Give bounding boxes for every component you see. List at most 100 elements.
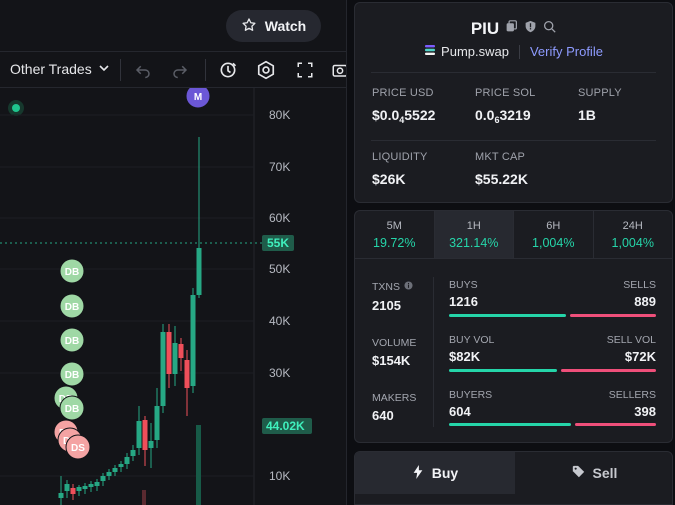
watch-button[interactable]: Watch [226, 10, 321, 42]
star-icon [241, 17, 257, 36]
buy-volume-ratio-bar [449, 369, 557, 372]
live-status-icon [8, 100, 24, 116]
tag-icon [572, 465, 585, 481]
chart-panel: Watch Other Trades [0, 0, 347, 505]
tab-1h[interactable]: 1H 321.14% [434, 211, 514, 258]
timeframe-tabs: 5M 19.72% 1H 321.14% 6H 1,004% 24H 1,004… [355, 211, 672, 259]
sells-ratio-bar [570, 314, 656, 317]
dev-buy-marker [59, 258, 85, 284]
candle-body [166, 332, 172, 374]
buy-volume-label: BUY VOL [449, 334, 495, 346]
redo-icon[interactable] [170, 60, 190, 80]
tab-24h[interactable]: 24H 1,004% [611, 220, 654, 250]
verify-profile-link[interactable]: Verify Profile [529, 44, 603, 59]
candle-body [100, 476, 106, 481]
market-cap-label: MKT CAP [475, 151, 526, 163]
trades-filter-select[interactable]: Other Trades [10, 61, 110, 77]
candle-body [130, 450, 136, 456]
sellers-label: SELLERS [608, 389, 656, 401]
info-divider [371, 140, 656, 141]
token-title-row: PIU [355, 19, 672, 39]
buy-tab[interactable]: Buy [355, 452, 515, 494]
volume-value: $154K [372, 353, 411, 368]
dev-buy-marker-label: DB [65, 267, 79, 278]
price-tick-label: 80K [269, 108, 290, 122]
dev-sell-marker-label: DS [71, 443, 85, 454]
candle-body [190, 295, 196, 386]
dev-buy-marker-label: DB [65, 404, 79, 415]
platform-name: Pump.swap [441, 44, 509, 59]
migration-marker [185, 88, 211, 109]
current-price-tag [262, 235, 294, 251]
price-usd-label: PRICE USD [372, 87, 434, 99]
undo-icon[interactable] [133, 60, 153, 80]
candle-body [58, 493, 64, 498]
volume-bar [142, 490, 146, 505]
token-name: PIU [470, 19, 500, 38]
buys-label: BUYS [449, 279, 478, 291]
settings-icon[interactable] [256, 60, 276, 80]
token-sub-row: Pump.swap Verify Profile [355, 44, 672, 59]
volume-label: VOLUME [372, 337, 417, 349]
lightning-icon [412, 464, 424, 482]
token-info-card: PIU Pump.swap Verify Profile PRICE USD [354, 2, 673, 203]
chevron-down-icon [98, 61, 110, 77]
candle-body [160, 332, 166, 406]
buyers-ratio-bar [449, 423, 571, 426]
price-tick-label: 10K [269, 469, 290, 483]
watch-button-label: Watch [264, 18, 307, 34]
makers-value: 640 [372, 408, 394, 423]
sell-tab[interactable]: Sell [515, 452, 672, 494]
price-tick-label: 70K [269, 160, 290, 174]
dev-buy-marker-label: DB [65, 336, 79, 347]
supply-label: SUPPLY [578, 87, 622, 99]
candle-body [82, 486, 88, 489]
price-usd-value: $0.045522 [372, 107, 436, 125]
buys-value: 1216 [449, 294, 478, 309]
candle-body [76, 487, 82, 491]
sell-volume-ratio-bar [561, 369, 656, 372]
info-icon[interactable] [404, 281, 413, 293]
sells-label: SELLS [623, 279, 656, 291]
candle-body [94, 482, 100, 486]
fullscreen-icon[interactable] [295, 60, 315, 80]
dev-buy-marker [59, 327, 85, 353]
volume-bar [196, 425, 201, 505]
dev-buy-marker [59, 395, 85, 421]
trade-card: Buy Sell [354, 451, 673, 505]
price-chart[interactable]: 80K 70K 60K 50K 40K 30K 10K 55K 44.02K M DB DB DB DB D… [0, 88, 347, 505]
buyers-value: 604 [449, 404, 471, 419]
toolbar-divider [205, 59, 206, 81]
buy-volume-value: $82K [449, 349, 481, 364]
platform-link[interactable]: Pump.swap [424, 44, 509, 59]
copy-icon[interactable] [505, 20, 518, 38]
sell-volume-value: $72K [624, 349, 656, 364]
price-sol-value: 0.063219 [475, 107, 531, 125]
candle-body [148, 441, 154, 448]
search-icon[interactable] [543, 20, 556, 38]
dev-buy-marker [59, 293, 85, 319]
liquidity-label: LIQUIDITY [372, 151, 428, 163]
tab-6h[interactable]: 6H 1,004% [514, 211, 594, 258]
candle-body [142, 420, 148, 450]
candle-body [106, 472, 112, 476]
shield-icon[interactable] [524, 20, 537, 38]
sellers-ratio-bar [575, 423, 656, 426]
buyers-label: BUYERS [449, 389, 493, 401]
candle-body [178, 344, 184, 358]
migration-marker-label: M [194, 92, 202, 103]
txns-label: TXNS [372, 281, 413, 293]
sell-tab-label: Sell [592, 465, 618, 481]
trade-stats-card: 5M 19.72% 1H 321.14% 6H 1,004% 24H 1,004… [354, 210, 673, 443]
txns-value: 2105 [372, 298, 401, 313]
alert-icon[interactable] [218, 60, 238, 80]
camera-icon[interactable] [330, 60, 346, 80]
price-tick-label: 30K [269, 366, 290, 380]
tab-5m[interactable]: 5M 19.72% [355, 211, 435, 258]
sell-volume-label: SELL VOL [606, 334, 656, 346]
current-price-label: 55K [267, 236, 289, 250]
pump-swap-logo-icon [424, 44, 436, 59]
dev-buy-marker [59, 361, 85, 387]
stats-divider [433, 277, 434, 427]
